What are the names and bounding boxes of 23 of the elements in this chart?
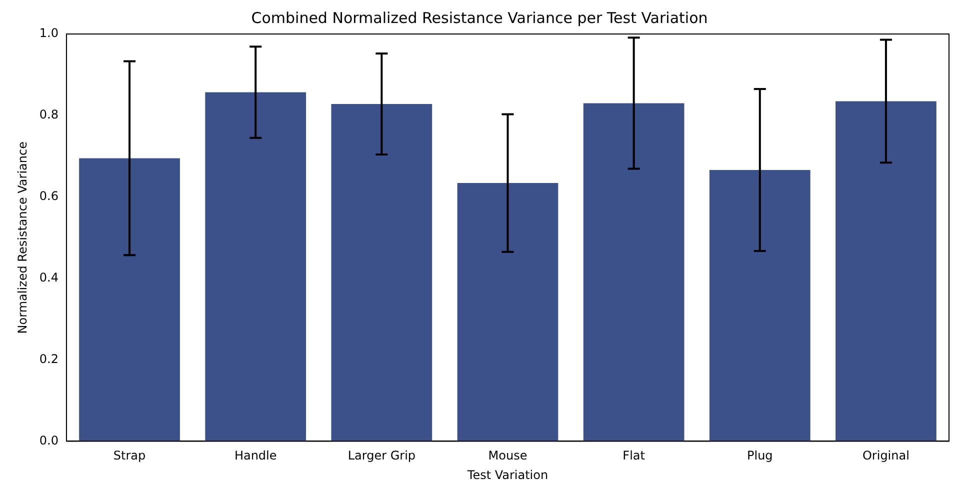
- x-tick-label: Handle: [234, 448, 277, 463]
- chart-title: Combined Normalized Resistance Variance per Test Variation: [251, 8, 708, 27]
- bar: [836, 101, 936, 442]
- bar: [205, 92, 306, 442]
- y-tick-label: 0.4: [39, 270, 58, 284]
- y-tick-label: 0.8: [39, 108, 58, 122]
- bar: [709, 170, 810, 442]
- x-axis-title: Test Variation: [466, 468, 548, 482]
- bar: [79, 158, 180, 442]
- bar: [331, 104, 432, 442]
- y-tick-label: 0.6: [39, 189, 58, 204]
- bar: [583, 103, 684, 442]
- bar: [457, 183, 558, 442]
- y-tick-label: 0.0: [39, 433, 58, 448]
- x-tick-label: Mouse: [488, 448, 528, 463]
- x-tick-label: Flat: [622, 448, 646, 463]
- x-tick-label: Strap: [113, 448, 146, 463]
- y-axis-title: Normalized Resistance Variance: [15, 142, 30, 334]
- y-tick-label: 1.0: [39, 26, 58, 40]
- x-tick-label: Larger Grip: [348, 448, 416, 463]
- x-tick-label: Original: [862, 448, 910, 463]
- x-tick-label: Plug: [746, 448, 773, 463]
- y-tick-label: 0.2: [39, 352, 58, 366]
